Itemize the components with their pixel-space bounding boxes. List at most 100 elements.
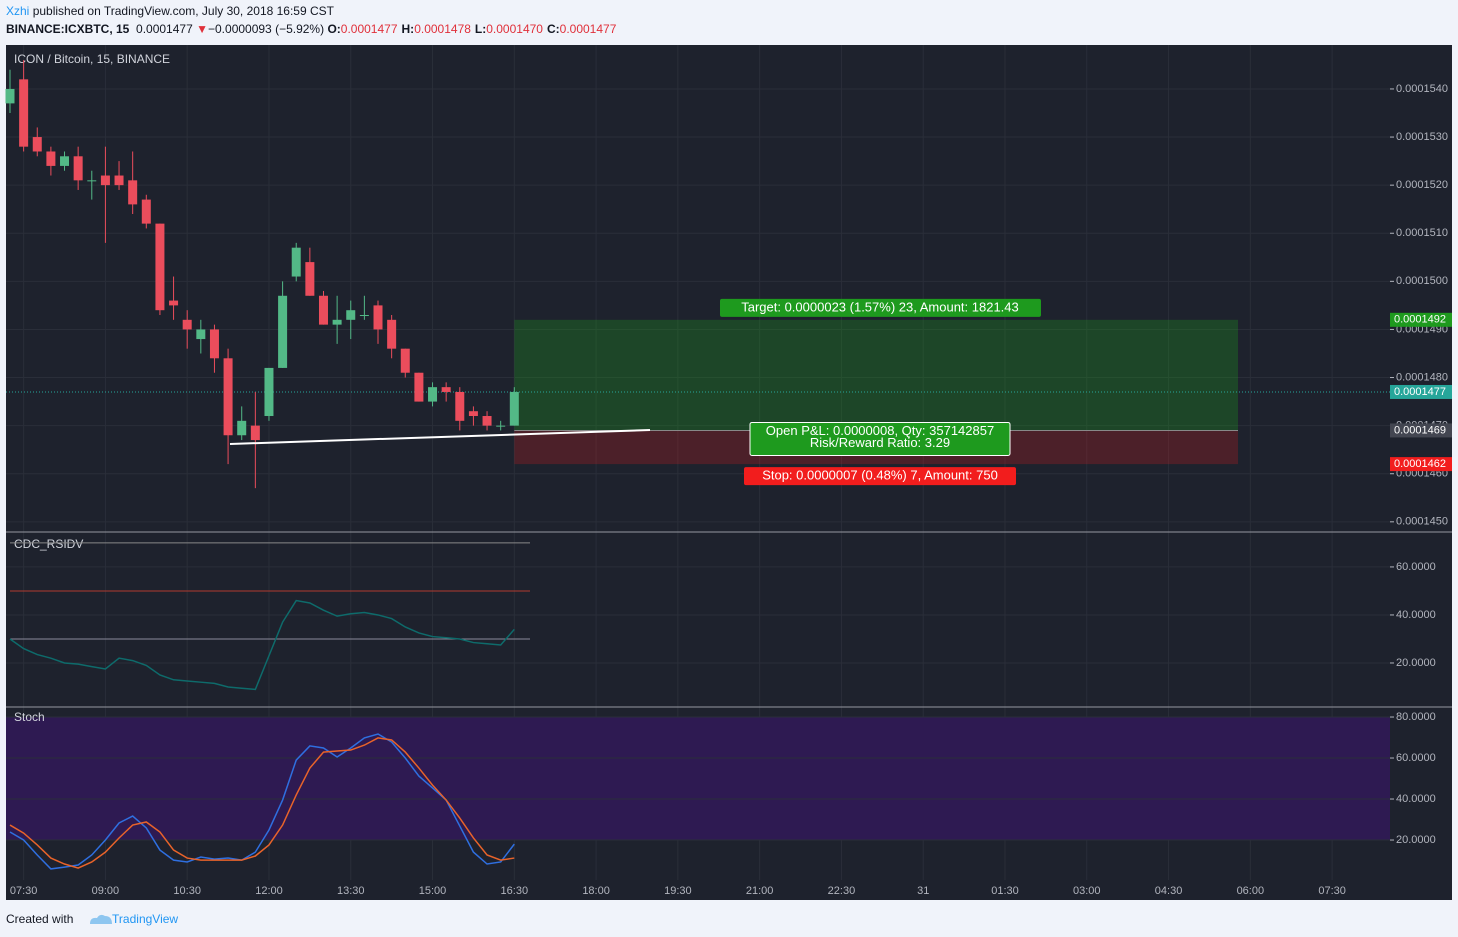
- candle-body: [291, 247, 301, 277]
- candle-body: [373, 305, 383, 330]
- x-tick-label: 07:30: [1318, 885, 1346, 897]
- target-box: [720, 298, 1041, 317]
- profit-zone: [514, 319, 1238, 431]
- price-tag: [1390, 384, 1452, 399]
- publish-line: Xzhi published on TradingView.com, July …: [6, 4, 334, 18]
- candle-body: [87, 180, 97, 182]
- x-tick-label: 21:00: [746, 885, 774, 897]
- pane-title: Stoch: [14, 710, 45, 724]
- candle-body: [400, 348, 410, 373]
- series-line: [9, 599, 515, 691]
- candle-body: [46, 151, 56, 166]
- x-tick-label: 04:30: [1155, 885, 1183, 897]
- candle-body: [264, 367, 274, 417]
- logo: [90, 914, 112, 924]
- pane-title: CDC_RSIDV: [14, 537, 83, 551]
- candle-body: [196, 329, 206, 340]
- candle-body: [73, 156, 83, 181]
- y-tick-label: 0.0001510: [1396, 227, 1448, 239]
- y-tick-label: 40.0000: [1396, 793, 1436, 805]
- candle-body: [332, 319, 342, 325]
- ohlc: O:0.0001477 H:0.0001478 L:0.0001470 C:0.000…: [327, 22, 620, 36]
- candle-body: [278, 295, 288, 368]
- y-tick-label: 0.0001540: [1396, 83, 1448, 95]
- candle-body: [482, 416, 492, 426]
- target-label: Target: 0.0000023 (1.57%) 23, Amount: 18…: [741, 299, 1019, 314]
- candle-body: [428, 387, 438, 402]
- symbol: BINANCE:ICXBTC, 15: [6, 22, 130, 36]
- price-tag-label: 0.0001469: [1394, 424, 1446, 436]
- y-tick-label: 20.0000: [1396, 657, 1436, 669]
- series-line: [9, 737, 515, 869]
- candle-body: [305, 262, 315, 296]
- y-tick-label: 0.0001530: [1396, 131, 1448, 143]
- x-tick-label: 13:30: [337, 885, 365, 897]
- candle-body: [141, 199, 151, 224]
- stop-label: Stop: 0.0000007 (0.48%) 7, Amount: 750: [762, 468, 998, 483]
- series-line: [9, 733, 515, 870]
- x-tick-label: 16:30: [501, 885, 529, 897]
- trend-line: [229, 429, 651, 445]
- candle-body: [455, 391, 465, 421]
- footer: Created with TradingView: [6, 912, 178, 926]
- price-tag-label: 0.0001477: [1394, 386, 1446, 398]
- candle-body: [223, 358, 233, 436]
- candle-body: [441, 387, 451, 392]
- ohlc-value: 0.0001477: [559, 22, 617, 36]
- band: [6, 717, 1390, 841]
- y-tick-label: 80.0000: [1396, 711, 1436, 723]
- created: Created with: [6, 912, 74, 926]
- arrow: ▼: [196, 22, 208, 36]
- author[interactable]: Xzhi: [6, 4, 30, 18]
- candle-body: [250, 425, 260, 441]
- y-tick-label: 0.0001460: [1396, 468, 1448, 480]
- chart-background: [6, 45, 1452, 900]
- y-tick-label: 0.0001500: [1396, 275, 1448, 287]
- candle-body: [414, 372, 424, 402]
- y-tick-label: 0.0001450: [1396, 516, 1448, 528]
- candle-body: [19, 79, 29, 147]
- candle-body: [237, 420, 247, 436]
- price-tag: [1390, 457, 1452, 472]
- candle-body: [114, 175, 124, 186]
- change: −0.0000093 (−5.92%): [208, 22, 325, 36]
- x-tick-label: 18:00: [582, 885, 610, 897]
- price-tag-label: 0.0001462: [1394, 458, 1446, 470]
- price-tag: [1390, 312, 1452, 327]
- candle-body: [128, 180, 138, 205]
- x-tick-label: 19:30: [664, 885, 692, 897]
- brand[interactable]: TradingView: [112, 912, 179, 926]
- y-tick-label: 0.0001470: [1396, 420, 1448, 432]
- y-tick-label: 0.0001480: [1396, 371, 1448, 383]
- y-tick-label: 60.0000: [1396, 561, 1436, 573]
- ohlc-key: O:: [327, 22, 341, 36]
- candle-body: [100, 175, 110, 186]
- candle-body: [182, 319, 192, 330]
- ohlc-key: H:: [401, 22, 415, 36]
- x-tick-label: 06:00: [1237, 885, 1265, 897]
- candle-body: [346, 310, 356, 320]
- y-tick-label: 40.0000: [1396, 609, 1436, 621]
- candle-body: [5, 88, 15, 104]
- candle-body: [468, 411, 478, 417]
- x-tick-label: 01:30: [991, 885, 1019, 897]
- pane-title: ICON / Bitcoin, 15, BINANCE: [14, 52, 170, 66]
- candle-body: [496, 425, 506, 427]
- candle-body: [60, 156, 70, 166]
- pnl-box: [749, 421, 1011, 456]
- loss-zone: [514, 430, 1238, 465]
- ohlc-value: 0.0001478: [414, 22, 471, 36]
- candle-body: [209, 329, 219, 359]
- ohlc-key: L:: [474, 22, 487, 36]
- ohlc-value: 0.0001477: [340, 22, 398, 36]
- pnl-label: Open P&L: 0.0000008, Qty: 357142857: [766, 423, 994, 438]
- ohlc-key: C:: [546, 22, 560, 36]
- x-tick-label: 31: [917, 885, 929, 897]
- candle-body: [359, 315, 369, 317]
- price-tag-label: 0.0001492: [1394, 314, 1446, 326]
- x-tick-label: 22:30: [828, 885, 856, 897]
- candle-body: [387, 319, 397, 349]
- y-tick-label: 0.0001490: [1396, 323, 1448, 335]
- stop-box: [744, 467, 1016, 486]
